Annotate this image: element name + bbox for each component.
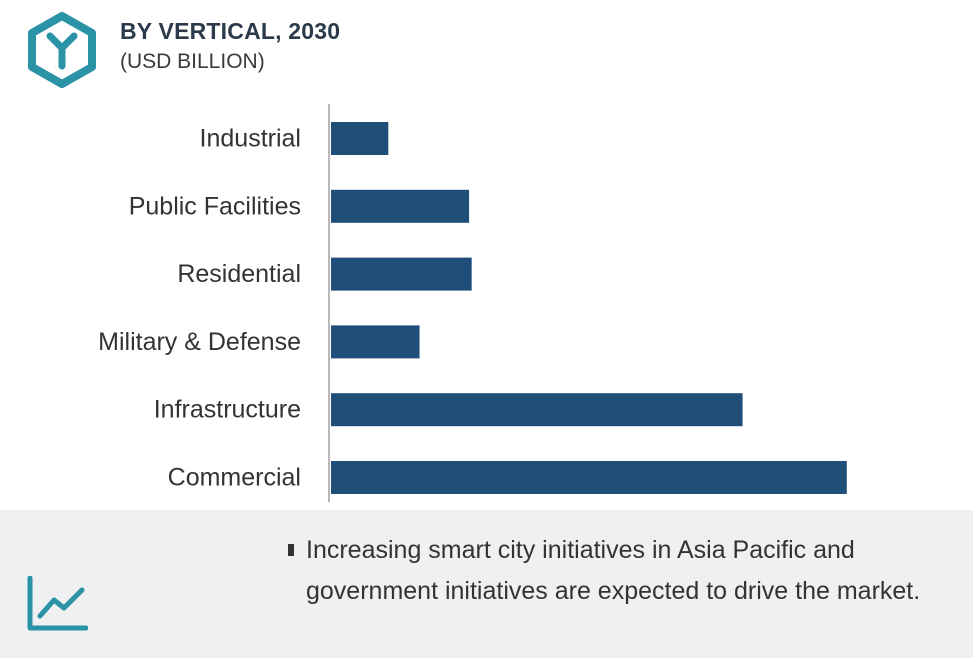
category-label: Military & Defense xyxy=(98,328,301,356)
bar-commercial xyxy=(331,461,847,494)
bar-infrastructure xyxy=(331,393,743,427)
chart-header: BY VERTICAL, 2030 (USD BILLION) xyxy=(0,0,973,100)
category-label: Industrial xyxy=(200,125,301,153)
line-chart-trend-icon xyxy=(27,576,88,631)
footer-panel xyxy=(0,510,973,658)
bar-public-facilities xyxy=(331,189,470,223)
category-label: Infrastructure xyxy=(154,396,301,424)
category-label: Public Facilities xyxy=(129,192,301,220)
bar-chart: Industrial Public Facilities Residential Mi… xyxy=(98,104,847,502)
category-label: Commercial xyxy=(168,464,301,492)
chart-title: BY VERTICAL, 2030 xyxy=(120,18,341,44)
hexagon-y-logo-icon xyxy=(28,12,96,88)
bar-residential xyxy=(331,257,472,291)
bar-military-defense xyxy=(331,325,420,359)
bullet-marker xyxy=(288,544,294,556)
chart-subtitle: (USD BILLION) xyxy=(120,50,265,73)
footer-note: Increasing smart city initiatives in Asi… xyxy=(306,536,921,605)
category-label: Residential xyxy=(177,260,301,288)
bar-industrial xyxy=(331,122,389,155)
